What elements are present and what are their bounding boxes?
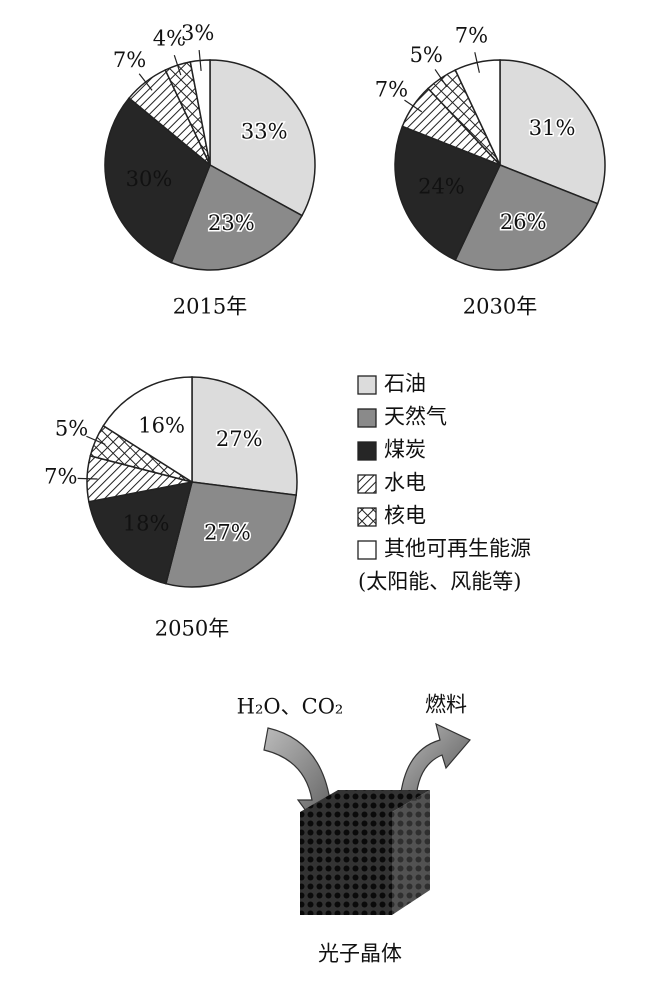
data-label: 7% xyxy=(455,23,488,47)
pie-slice xyxy=(164,481,298,588)
pie-slice xyxy=(499,59,606,205)
data-label: 24% xyxy=(418,175,465,199)
diagram-label: 光子晶体 xyxy=(318,942,402,966)
pie-slice xyxy=(104,97,211,264)
data-label: 33% xyxy=(241,119,288,143)
legend-note: (太阳能、风能等) xyxy=(358,570,521,594)
leader-line xyxy=(76,477,98,480)
legend-label: 石油 xyxy=(384,372,426,396)
legend-label: 天然气 xyxy=(384,405,447,429)
leader-line xyxy=(138,73,153,91)
data-label: 7% xyxy=(113,48,146,72)
pie-slice xyxy=(209,59,316,217)
pie-slice xyxy=(170,163,304,271)
legend-swatch xyxy=(357,540,377,560)
cube-top xyxy=(300,790,430,812)
diagram: H₂O、CO₂ 燃料 光子晶体 xyxy=(237,693,471,966)
legend-swatch xyxy=(357,441,377,461)
legend-swatch xyxy=(357,408,377,428)
data-label: 30% xyxy=(126,167,173,191)
legend-label: 其他可再生能源 xyxy=(384,537,531,561)
chart-title: 2015年 xyxy=(173,295,247,319)
leader-line xyxy=(404,99,423,113)
diagram-output: 燃料 xyxy=(425,693,467,717)
data-label: 23% xyxy=(208,211,255,235)
data-label: 26% xyxy=(500,210,547,234)
output-arrow xyxy=(399,722,471,801)
pie-slice xyxy=(191,376,298,496)
data-label: 27% xyxy=(204,521,251,545)
leader-line xyxy=(85,435,106,446)
chart-title: 2030年 xyxy=(463,295,537,319)
cube-front xyxy=(300,812,392,915)
pie-slice xyxy=(87,481,194,585)
data-label: 3% xyxy=(181,21,214,45)
legend-label: 煤炭 xyxy=(384,438,426,462)
data-label: 16% xyxy=(138,413,185,437)
data-label: 4% xyxy=(153,27,186,51)
data-label: 7% xyxy=(375,78,408,102)
leader-line xyxy=(198,49,202,71)
legend-label: 水电 xyxy=(384,471,426,495)
data-label: 5% xyxy=(410,43,443,67)
data-label: 5% xyxy=(55,416,88,440)
legend-swatch xyxy=(357,507,377,527)
data-label: 18% xyxy=(123,512,170,536)
leader-line xyxy=(173,54,182,76)
diagram-inputs: H₂O、CO₂ xyxy=(237,695,344,719)
legend-label: 核电 xyxy=(384,504,426,528)
data-label: 27% xyxy=(216,427,263,451)
leader-line xyxy=(474,52,480,73)
cube-side xyxy=(392,790,430,915)
legend-swatch xyxy=(357,474,377,494)
data-label: 31% xyxy=(529,116,576,140)
pie-slice xyxy=(454,164,599,271)
chart-title: 2050年 xyxy=(155,617,229,641)
pie-slice xyxy=(102,376,193,484)
data-label: 7% xyxy=(44,464,77,488)
leader-line xyxy=(434,69,448,88)
pie-slice xyxy=(394,125,502,262)
legend-swatch xyxy=(357,375,377,395)
